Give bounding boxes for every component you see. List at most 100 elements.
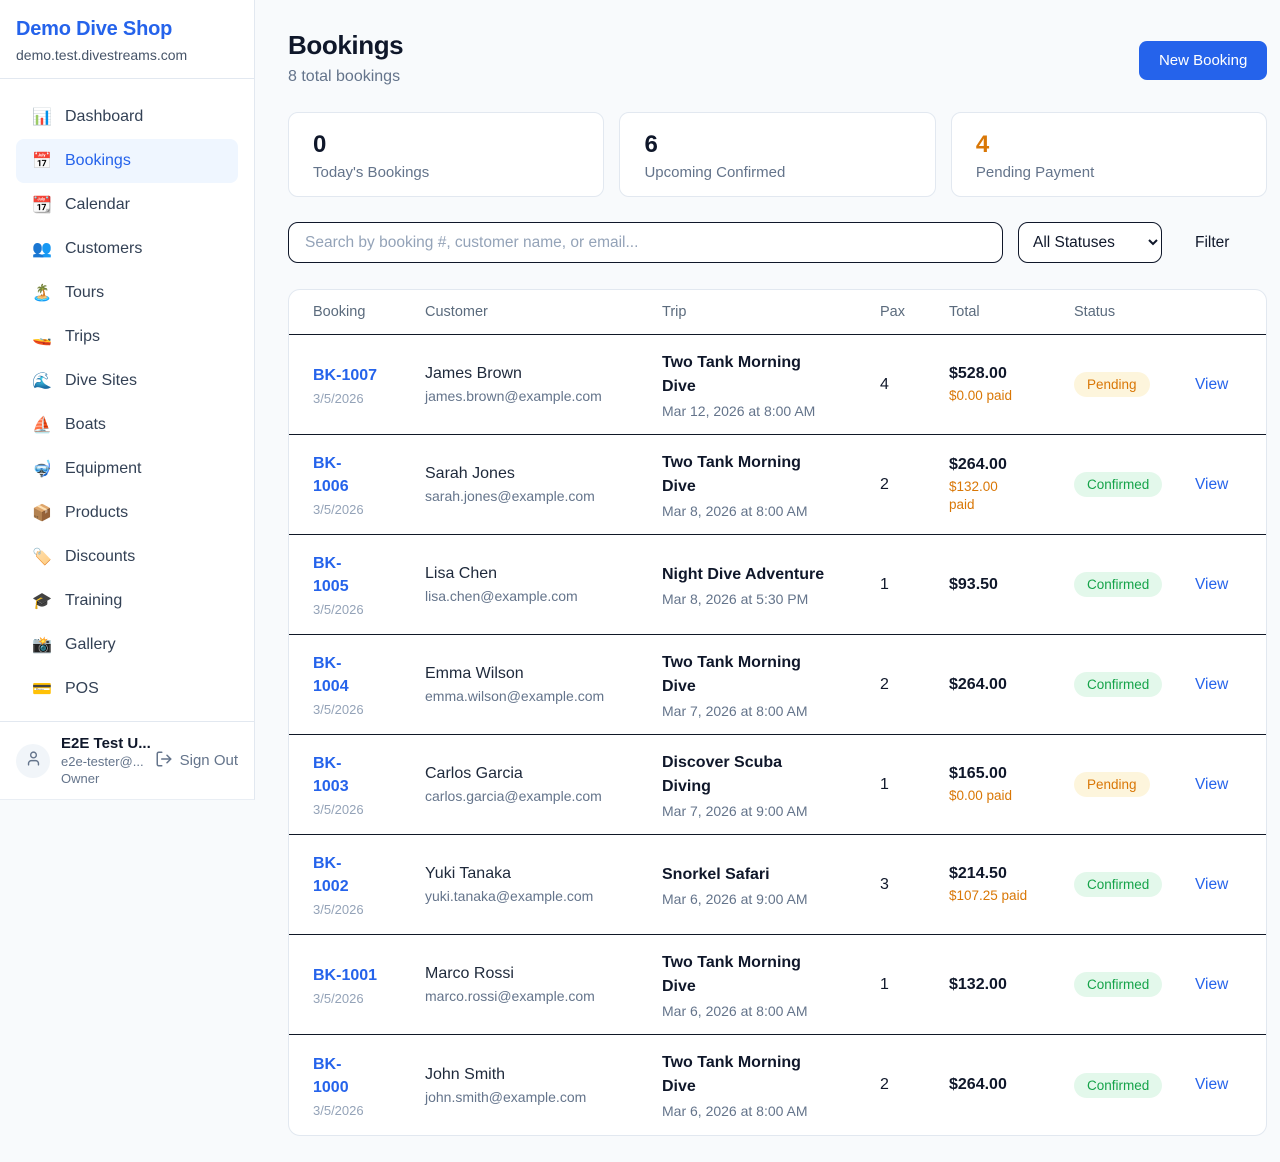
view-link[interactable]: View — [1195, 575, 1229, 593]
booking-id-link[interactable]: BK- 1005 — [313, 555, 349, 595]
sidebar-nav-item[interactable]: 🌊 Dive Sites — [16, 359, 238, 403]
trip-name: Two Tank Morning Dive — [662, 653, 801, 695]
pax-count: 3 — [880, 875, 889, 893]
booking-id-link[interactable]: BK-1001 — [313, 966, 378, 984]
sidebar-nav-item[interactable]: 📸 Gallery — [16, 623, 238, 667]
trip-name: Night Dive Adventure — [662, 565, 825, 583]
view-link[interactable]: View — [1195, 875, 1229, 893]
booking-id-link[interactable]: BK- 1006 — [313, 455, 349, 495]
actions-cell: View — [1195, 876, 1242, 894]
trip-name: Two Tank Morning Dive — [662, 353, 801, 395]
page-header: Bookings 8 total bookings New Booking — [288, 30, 1268, 86]
booking-id-link[interactable]: BK- 1003 — [313, 755, 349, 795]
view-link[interactable]: View — [1195, 475, 1229, 493]
booking-created-date: 3/5/2026 — [313, 902, 364, 917]
trip-name: Two Tank Morning Dive — [662, 953, 801, 995]
customer-email: yuki.tanaka@example.com — [425, 888, 594, 904]
pax-count: 4 — [880, 375, 889, 393]
booking-cell: BK- 1006 3/5/2026 — [313, 452, 425, 517]
actions-cell: View — [1195, 776, 1242, 794]
status-badge: Pending — [1074, 372, 1150, 397]
customer-name: Lisa Chen — [425, 565, 498, 582]
customer-name: John Smith — [425, 1065, 506, 1083]
actions-cell: View — [1195, 1076, 1242, 1094]
sidebar: Demo Dive Shop demo.test.divestreams.com… — [0, 0, 255, 800]
nav-item-label: Boats — [65, 416, 106, 433]
col-header-total: Total — [949, 304, 980, 320]
filter-button[interactable]: Filter — [1195, 233, 1230, 251]
total-cell: $264.00 $132.00 paid — [949, 456, 1074, 514]
nav-item-label: Gallery — [65, 636, 116, 653]
total-cell: $214.50 $107.25 paid — [949, 865, 1074, 905]
booking-created-date: 3/5/2026 — [313, 802, 364, 817]
actions-cell: View — [1195, 376, 1242, 394]
booking-created-date: 3/5/2026 — [313, 602, 364, 617]
customer-name: Emma Wilson — [425, 665, 524, 682]
nav-item-label: Training — [65, 592, 123, 609]
table-body: BK-1007 3/5/2026 James Brown james.brown… — [289, 335, 1267, 1135]
trip-name: Two Tank Morning Dive — [662, 453, 801, 495]
status-cell: Confirmed — [1074, 1072, 1195, 1098]
view-link[interactable]: View — [1195, 775, 1229, 793]
actions-cell: View — [1195, 476, 1242, 494]
sidebar-nav-item[interactable]: 🎓 Training — [16, 579, 238, 623]
sidebar-nav-item[interactable]: ⛵ Boats — [16, 403, 238, 447]
view-link[interactable]: View — [1195, 375, 1229, 393]
total-cell: $165.00 $0.00 paid — [949, 765, 1074, 805]
customer-email: sarah.jones@example.com — [425, 488, 595, 504]
status-badge: Confirmed — [1074, 872, 1163, 897]
booking-id-link[interactable]: BK- 1000 — [313, 1055, 349, 1096]
person-icon — [25, 750, 42, 772]
boats-sailboat-icon: ⛵ — [32, 417, 52, 434]
booking-cell: BK-1007 3/5/2026 — [313, 364, 425, 406]
sidebar-nav-item[interactable]: 💳 POS — [16, 667, 238, 711]
sidebar-nav-item[interactable]: 🏷️ Discounts — [16, 535, 238, 579]
sidebar-nav-item[interactable]: 👥 Customers — [16, 227, 238, 271]
total-cell: $264.00 — [949, 676, 1074, 694]
col-header-customer: Customer — [425, 304, 488, 320]
new-booking-button[interactable]: New Booking — [1138, 41, 1268, 80]
booking-id-link[interactable]: BK-1007 — [313, 366, 378, 384]
view-link[interactable]: View — [1195, 1076, 1229, 1093]
sidebar-nav-item[interactable]: 🚤 Trips — [16, 315, 238, 359]
stat-value: 6 — [644, 131, 658, 158]
customers-icon: 👥 — [32, 241, 52, 258]
user-info: E2E Test U... e2e-tester@... Owner — [61, 735, 151, 786]
customer-cell: Yuki Tanaka yuki.tanaka@example.com — [425, 865, 662, 904]
customer-email: marco.rossi@example.com — [425, 988, 595, 1004]
user-name: E2E Test U... — [61, 735, 151, 752]
status-cell: Confirmed — [1074, 572, 1195, 597]
booking-id-link[interactable]: BK- 1004 — [313, 655, 349, 695]
sidebar-nav-item[interactable]: 📦 Products — [16, 491, 238, 535]
booking-table-row: BK-1001 3/5/2026 Marco Rossi marco.rossi… — [289, 935, 1267, 1035]
trip-cell: Night Dive Adventure Mar 8, 2026 at 5:30… — [662, 563, 880, 607]
booking-id-link[interactable]: BK- 1002 — [313, 855, 349, 895]
stat-value: 0 — [313, 131, 327, 158]
nav-item-label: Equipment — [65, 460, 142, 477]
booking-table-row: BK- 1000 3/5/2026 John Smith john.smith@… — [289, 1035, 1266, 1135]
view-link[interactable]: View — [1195, 675, 1229, 693]
customer-name: James Brown — [425, 365, 522, 382]
sidebar-nav-item[interactable]: 🏝️ Tours — [16, 271, 238, 315]
sidebar-nav-item[interactable]: 📊 Dashboard — [16, 95, 238, 139]
view-link[interactable]: View — [1195, 975, 1229, 993]
search-input[interactable] — [288, 222, 1003, 263]
booking-cell: BK- 1002 3/5/2026 — [313, 852, 425, 917]
booking-created-date: 3/5/2026 — [313, 390, 364, 406]
status-filter-select[interactable]: All Statuses — [1018, 222, 1162, 263]
equipment-mask-icon: 🤿 — [32, 461, 52, 478]
col-header-trip: Trip — [662, 304, 687, 320]
status-cell: Pending — [1074, 772, 1195, 797]
sidebar-nav-item[interactable]: 🤿 Equipment — [16, 447, 238, 491]
customer-email: emma.wilson@example.com — [425, 688, 605, 704]
sidebar-nav-item[interactable]: 📅 Bookings — [16, 139, 238, 183]
total-cell: $132.00 — [949, 976, 1074, 994]
sidebar-nav-item[interactable]: 📆 Calendar — [16, 183, 238, 227]
trip-datetime: Mar 7, 2026 at 9:00 AM — [662, 802, 808, 819]
status-badge: Pending — [1074, 772, 1150, 797]
page-header-text: Bookings 8 total bookings — [288, 30, 404, 86]
sign-out-button[interactable]: Sign Out — [155, 750, 238, 772]
user-role: Owner — [61, 771, 100, 786]
sign-out-label: Sign Out — [179, 752, 238, 769]
customer-cell: Sarah Jones sarah.jones@example.com — [425, 465, 662, 504]
